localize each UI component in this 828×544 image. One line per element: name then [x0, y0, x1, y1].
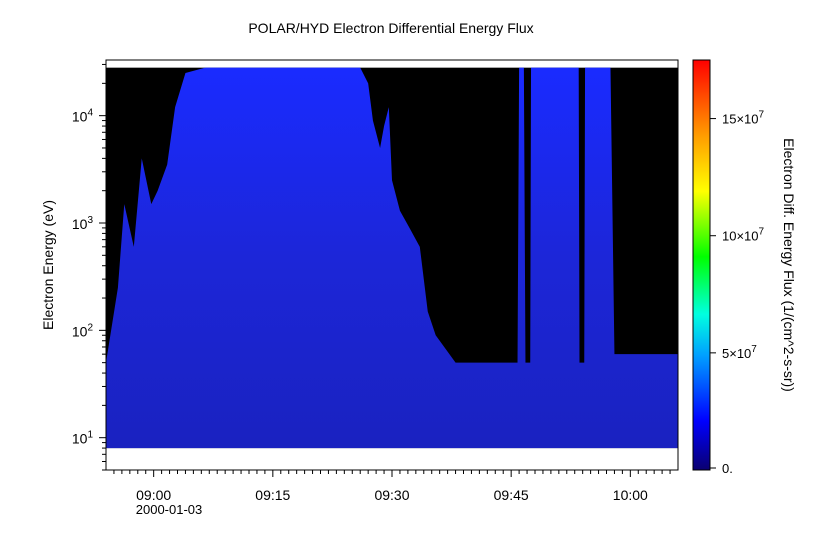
x-tick-label: 10:00: [613, 487, 648, 503]
colorbar: [692, 59, 711, 471]
y-axis-label: Electron Energy (eV): [40, 200, 56, 330]
colorbar-label: Electron Diff. Energy Flux (1/(cm^2-s-sr…: [781, 138, 797, 392]
colorbar-tick-label: 5×107: [722, 344, 757, 361]
x-tick-label: 09:45: [494, 487, 529, 503]
x-tick-label: 09:00: [136, 487, 171, 503]
colorbar-axis: 0. 5×107 10×107 15×107: [710, 110, 765, 476]
x-tick-label: 09:15: [255, 487, 290, 503]
y-tick-label: 102: [72, 322, 94, 339]
x-axis: 09:00 09:15 09:30 09:45 10:00: [113, 470, 671, 503]
y-axis: 101 102 103 104: [72, 63, 106, 471]
colorbar-tick-label: 10×107: [722, 227, 765, 244]
colorbar-tick-label: 15×107: [722, 110, 765, 127]
flux-region: [106, 67, 678, 449]
y-tick-label: 104: [72, 108, 94, 125]
x-tick-label: 09:30: [374, 487, 409, 503]
chart-title: POLAR/HYD Electron Differential Energy F…: [248, 20, 533, 36]
y-tick-label: 101: [72, 430, 94, 447]
flux-layer: [106, 67, 678, 449]
colorbar-tick-label: 0.: [722, 461, 733, 476]
x-date-label: 2000-01-03: [136, 502, 203, 517]
y-tick-label: 103: [72, 215, 94, 232]
